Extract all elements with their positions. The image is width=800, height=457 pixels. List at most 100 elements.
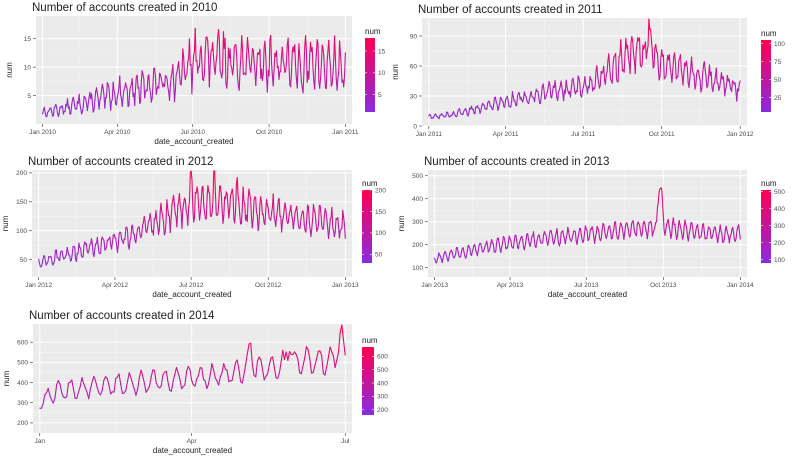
series-segment bbox=[255, 197, 258, 214]
series-segment bbox=[200, 45, 203, 63]
y-tick-label: 100 bbox=[412, 265, 423, 272]
series-segment bbox=[257, 222, 260, 231]
series-line bbox=[428, 18, 741, 120]
series-segment bbox=[603, 224, 606, 231]
series-segment bbox=[607, 225, 610, 231]
series-segment bbox=[219, 185, 222, 196]
series-segment bbox=[207, 374, 211, 385]
series-segment bbox=[203, 52, 206, 76]
series-segment bbox=[559, 232, 562, 244]
legend-tick-label: 10 bbox=[378, 70, 386, 77]
series-segment bbox=[492, 104, 495, 111]
series-segment bbox=[658, 76, 661, 81]
series-segment bbox=[66, 382, 69, 398]
series-segment bbox=[725, 225, 728, 231]
series-segment bbox=[688, 229, 691, 234]
chart-panel-2013: Number of accounts created in 2013 100 200… bbox=[395, 153, 800, 305]
series-segment bbox=[687, 232, 690, 242]
series-segment bbox=[527, 233, 530, 240]
series-segment bbox=[96, 87, 98, 94]
series-segment bbox=[42, 109, 45, 115]
series-segment bbox=[288, 210, 291, 215]
series-segment bbox=[221, 363, 225, 374]
x-tick-label: Jan 2013 bbox=[421, 282, 448, 289]
series-segment bbox=[115, 237, 118, 246]
series-segment bbox=[113, 233, 116, 239]
series-segment bbox=[243, 200, 246, 205]
series-segment bbox=[43, 106, 46, 113]
series-segment bbox=[513, 234, 516, 242]
series-segment bbox=[119, 75, 122, 96]
series-segment bbox=[579, 227, 582, 235]
series-segment bbox=[102, 87, 105, 97]
series-segment bbox=[111, 234, 114, 244]
series-segment bbox=[184, 75, 187, 81]
series-segment bbox=[646, 45, 649, 52]
series-segment bbox=[182, 48, 185, 58]
series-segment bbox=[553, 236, 556, 243]
series-segment bbox=[621, 227, 624, 234]
series-segment bbox=[284, 202, 287, 209]
series-segment bbox=[604, 74, 607, 85]
series-segment bbox=[580, 90, 583, 98]
series-segment bbox=[83, 382, 86, 389]
series-segment bbox=[734, 82, 737, 92]
series-segment bbox=[689, 68, 692, 80]
series-segment bbox=[472, 108, 475, 114]
series-segment bbox=[536, 237, 539, 243]
series-segment bbox=[117, 232, 120, 247]
series-segment bbox=[715, 67, 718, 84]
series-segment bbox=[212, 170, 215, 202]
legend-tick-label: 100 bbox=[774, 257, 785, 264]
series-segment bbox=[555, 88, 558, 98]
series-segment bbox=[551, 233, 554, 241]
series-segment bbox=[503, 237, 506, 243]
series-segment bbox=[322, 215, 325, 230]
series-segment bbox=[715, 231, 718, 238]
series-segment bbox=[186, 61, 189, 75]
chart-svg-2012: Number of accounts created in 2012 50 100 1… bbox=[1, 156, 386, 299]
series-segment bbox=[641, 44, 644, 66]
series-segment bbox=[480, 242, 483, 248]
series-segment bbox=[299, 55, 302, 68]
series-segment bbox=[736, 226, 739, 232]
series-segment bbox=[434, 257, 437, 263]
series-segment bbox=[316, 350, 319, 360]
series-segment bbox=[167, 207, 170, 216]
series-segment bbox=[142, 375, 145, 384]
legend-tick-label: 400 bbox=[377, 380, 388, 387]
series-segment bbox=[44, 255, 46, 262]
series-segment bbox=[164, 75, 166, 87]
series-segment bbox=[234, 209, 237, 224]
series-segment bbox=[456, 247, 459, 253]
series-segment bbox=[166, 199, 169, 209]
series-segment bbox=[556, 227, 559, 238]
series-segment bbox=[724, 88, 727, 97]
series-segment bbox=[193, 51, 195, 57]
series-segment bbox=[580, 233, 583, 241]
series-segment bbox=[326, 357, 329, 368]
series-segment bbox=[653, 226, 656, 231]
series-segment bbox=[343, 52, 346, 77]
legend-colorbar bbox=[761, 40, 771, 112]
series-segment bbox=[612, 228, 615, 234]
series-segment bbox=[115, 96, 118, 106]
series-segment bbox=[160, 374, 164, 387]
series-segment bbox=[160, 77, 163, 84]
series-segment bbox=[697, 224, 699, 233]
series-segment bbox=[238, 368, 242, 383]
series-segment bbox=[316, 39, 319, 45]
legend-tick-label: 600 bbox=[377, 354, 388, 361]
series-segment bbox=[80, 247, 82, 257]
series-segment bbox=[598, 230, 601, 240]
series-segment bbox=[103, 240, 106, 251]
series-segment bbox=[96, 386, 100, 394]
series-segment bbox=[291, 214, 294, 221]
series-segment bbox=[162, 221, 165, 236]
series-segment bbox=[296, 215, 299, 227]
series-segment bbox=[143, 215, 146, 223]
series-segment bbox=[596, 65, 599, 77]
series-segment bbox=[645, 50, 648, 60]
series-segment bbox=[696, 69, 699, 75]
series-segment bbox=[287, 213, 290, 224]
